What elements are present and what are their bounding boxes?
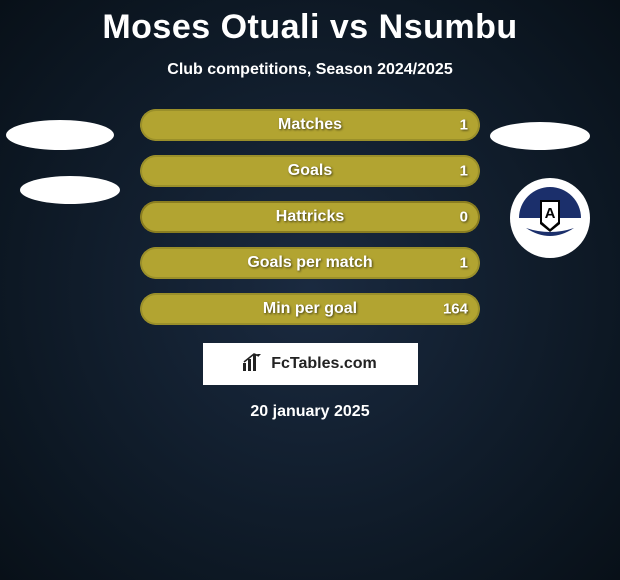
stat-row: Matches 1 (140, 109, 480, 141)
crest-icon: A (516, 184, 584, 252)
left-logo-placeholder (20, 176, 120, 204)
date-text: 20 january 2025 (250, 403, 369, 421)
stat-row: Goals per match 1 (140, 247, 480, 279)
right-logo-placeholder (490, 122, 590, 150)
club-crest: A (510, 178, 590, 258)
chart-icon (243, 353, 265, 376)
stat-value-right: 0 (460, 209, 468, 226)
content-root: Moses Otuali vs Nsumbu Club competitions… (0, 0, 620, 580)
subtitle: Club competitions, Season 2024/2025 (167, 61, 452, 79)
stat-label: Goals per match (247, 254, 372, 272)
left-logo-placeholder (6, 120, 114, 150)
stat-value-right: 1 (460, 255, 468, 272)
svg-text:A: A (545, 205, 556, 222)
stat-label: Hattricks (276, 208, 344, 226)
stat-value-right: 1 (460, 163, 468, 180)
stat-value-right: 1 (460, 117, 468, 134)
brand-inner: FcTables.com (243, 353, 377, 376)
page-title: Moses Otuali vs Nsumbu (102, 8, 517, 47)
brand-badge[interactable]: FcTables.com (203, 343, 418, 385)
stat-row: Min per goal 164 (140, 293, 480, 325)
stat-label: Min per goal (263, 300, 357, 318)
stat-value-right: 164 (443, 301, 468, 318)
brand-text: FcTables.com (271, 355, 377, 373)
stat-row: Hattricks 0 (140, 201, 480, 233)
stat-label: Matches (278, 116, 342, 134)
stat-row: Goals 1 (140, 155, 480, 187)
stat-label: Goals (288, 162, 332, 180)
